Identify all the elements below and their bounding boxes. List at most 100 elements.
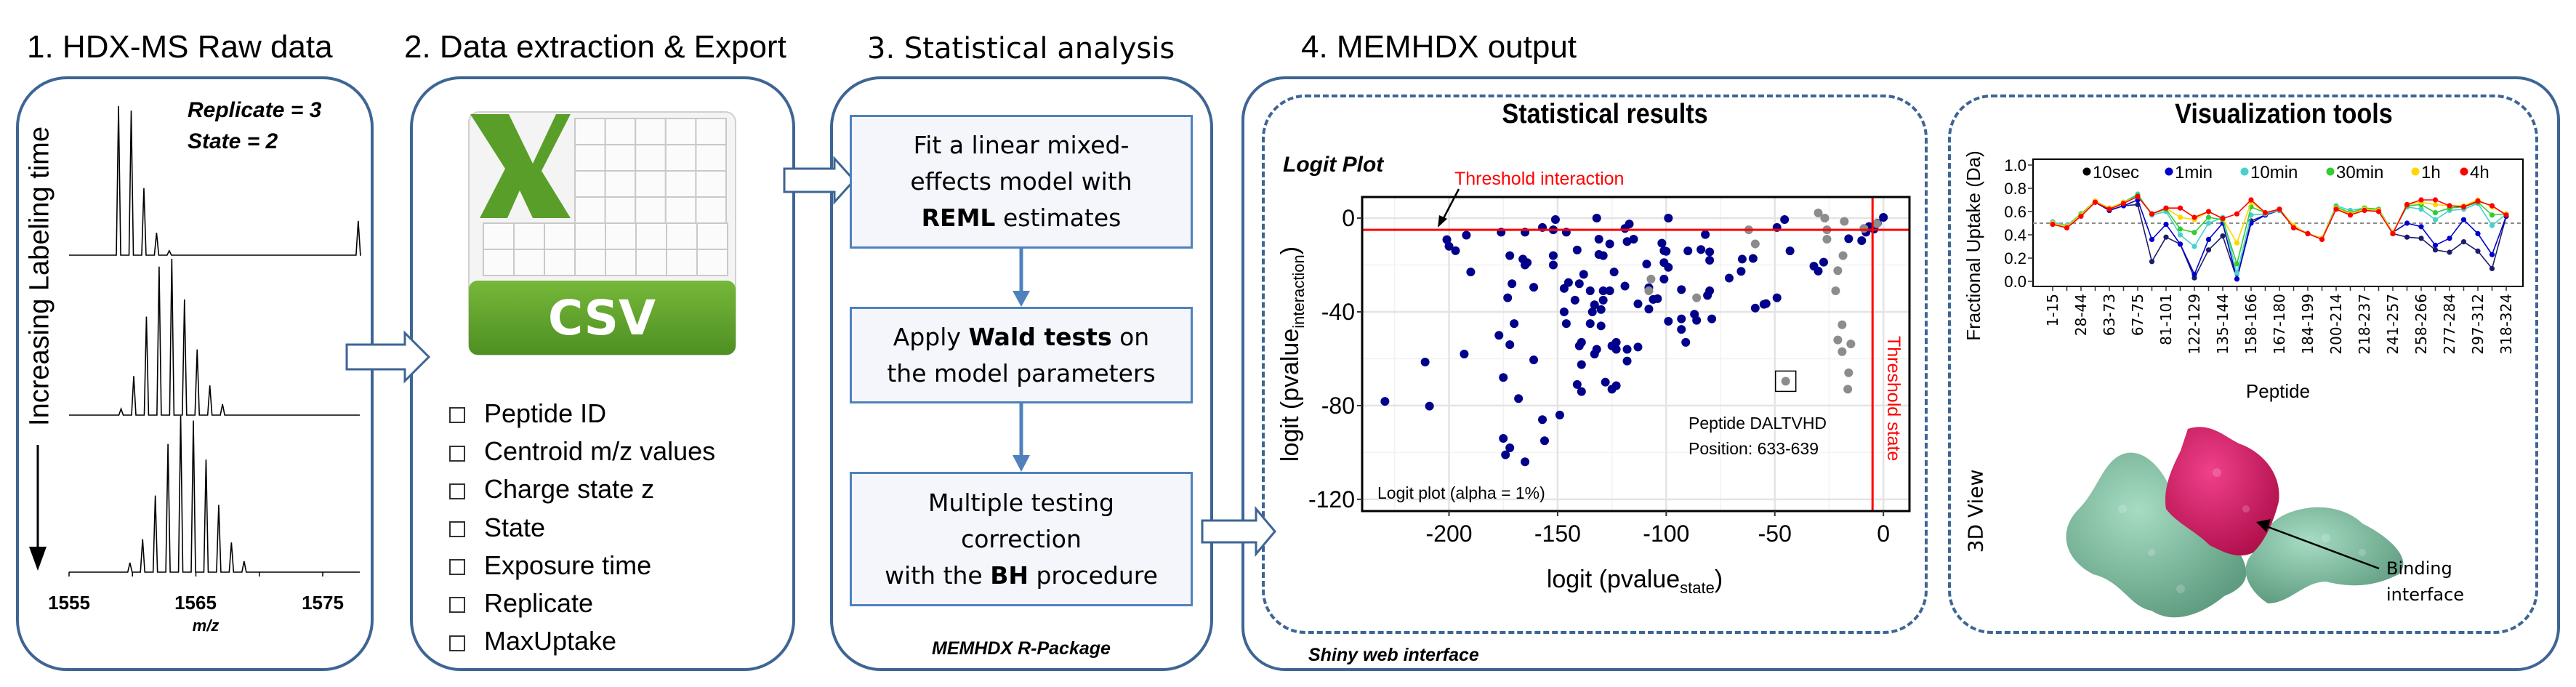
scatter-point <box>1780 214 1790 224</box>
scatter-point <box>1550 214 1560 224</box>
scatter-point <box>1707 314 1717 324</box>
peptide-tick-label: 184-199 <box>2299 294 2317 355</box>
replicate-label: Replicate = 3 <box>188 98 322 122</box>
peptide-tick-label: 218-237 <box>2356 294 2373 355</box>
uptake-point <box>2205 236 2212 242</box>
uptake-point <box>2120 201 2127 206</box>
uptake-point <box>2489 265 2495 271</box>
scatter-point <box>1833 335 1843 345</box>
uptake-point <box>2418 224 2424 230</box>
output-panel <box>1241 76 2560 671</box>
export-field-item: MaxUptake <box>449 626 616 656</box>
scatter-point <box>1451 246 1460 255</box>
bh-post: procedure <box>1029 561 1158 590</box>
scatter-point <box>1705 256 1715 265</box>
step-3-title: 3. Statistical analysis <box>867 32 1175 65</box>
scatter-point <box>1844 234 1853 244</box>
scatter-point <box>1737 254 1747 264</box>
scatter-point <box>1664 214 1673 223</box>
scatter-point <box>1499 373 1508 382</box>
scatter-point <box>1629 235 1638 244</box>
scatter-point <box>1819 257 1828 267</box>
scatter-point <box>1785 246 1795 256</box>
uptake-point <box>2191 271 2197 277</box>
scatter-point <box>1701 230 1710 239</box>
uptake-point <box>2163 222 2169 228</box>
uptake-y-axis-label: Fractional Uptake (Da) <box>1963 150 1984 341</box>
export-field-item: Charge state z <box>449 474 654 505</box>
scatter-point <box>1585 319 1595 329</box>
y-tick-label: -120 <box>1308 486 1355 513</box>
uptake-point <box>2347 212 2354 218</box>
scatter-point <box>1677 325 1686 334</box>
uptake-point <box>2191 214 2197 220</box>
uptake-point <box>2064 225 2070 230</box>
uptake-point <box>2489 252 2495 257</box>
scatter-point <box>1642 260 1651 269</box>
scatter-point <box>1521 260 1530 270</box>
uptake-point <box>2460 239 2467 245</box>
uptake-point <box>2149 236 2155 242</box>
scatter-point <box>1570 295 1579 305</box>
ms-spectrum-2 <box>69 258 360 416</box>
scatter-point <box>1579 270 1588 279</box>
scatter-point <box>1761 299 1771 308</box>
scatter-point <box>1572 379 1582 389</box>
peptide-tick-label: 167-180 <box>2271 294 2288 355</box>
export-field-label: Centroid m/z values <box>484 436 716 467</box>
scatter-point <box>1646 274 1656 284</box>
scatter-point <box>1444 241 1454 251</box>
peptide-tick-label: 200-214 <box>2327 294 2345 355</box>
scatter-point <box>1466 268 1476 277</box>
scatter-point <box>1831 286 1840 295</box>
mz-tick-1575: 1575 <box>302 592 344 614</box>
legend-marker-1h <box>2411 167 2420 176</box>
scatter-point <box>1633 342 1643 352</box>
scatter-point <box>1659 274 1669 284</box>
peptide-tick-label: 63-73 <box>2101 294 2118 336</box>
scatter-point <box>1838 251 1848 260</box>
uptake-point <box>2234 240 2240 246</box>
export-field-item: State <box>449 513 545 543</box>
uptake-point <box>2078 213 2084 219</box>
scatter-point <box>1574 279 1584 289</box>
uptake-point <box>2234 276 2240 282</box>
uptake-point <box>2205 214 2212 220</box>
scatter-point <box>1598 295 1608 305</box>
wald-test-box: Apply Wald tests on the model parameters <box>850 307 1193 403</box>
export-field-item: Replicate <box>449 588 593 619</box>
step-4-title: 4. MEMHDX output <box>1301 29 1577 65</box>
uptake-point <box>2475 198 2481 204</box>
uptake-point <box>2432 247 2439 253</box>
scatter-point <box>1838 347 1847 356</box>
analysis-panel <box>830 76 1213 671</box>
scatter-point <box>1724 273 1734 283</box>
uptake-point <box>2375 209 2382 214</box>
connector-2-3-head-icon <box>1013 455 1030 472</box>
uptake-point <box>2404 201 2410 207</box>
peptide-tick-label: 258-266 <box>2412 294 2430 355</box>
export-field-label: MaxUptake <box>484 626 617 656</box>
wald-pre: Apply <box>893 322 969 351</box>
legend-label: 30min <box>2336 163 2383 182</box>
fit-model-box: Fit a linear mixed- effects model with R… <box>850 115 1193 249</box>
y-axis-label: logit (pvalueinteraction) <box>1276 246 1308 462</box>
scatter-point <box>1820 214 1830 223</box>
scatter-point <box>1833 266 1843 276</box>
scatter-point <box>1662 246 1671 256</box>
step-2-title: 2. Data extraction & Export <box>404 29 786 65</box>
scatter-point <box>1657 238 1667 248</box>
legend-marker-10sec <box>2082 167 2091 176</box>
scatter-point <box>1622 356 1632 366</box>
uptake-point <box>2447 249 2452 255</box>
scatter-point <box>1683 246 1693 256</box>
export-field-label: Peptide ID <box>484 398 607 428</box>
uptake-point <box>2489 212 2495 218</box>
scatter-point <box>1620 281 1630 291</box>
x-tick-label: -200 <box>1426 521 1473 547</box>
scatter-point <box>1596 321 1606 331</box>
